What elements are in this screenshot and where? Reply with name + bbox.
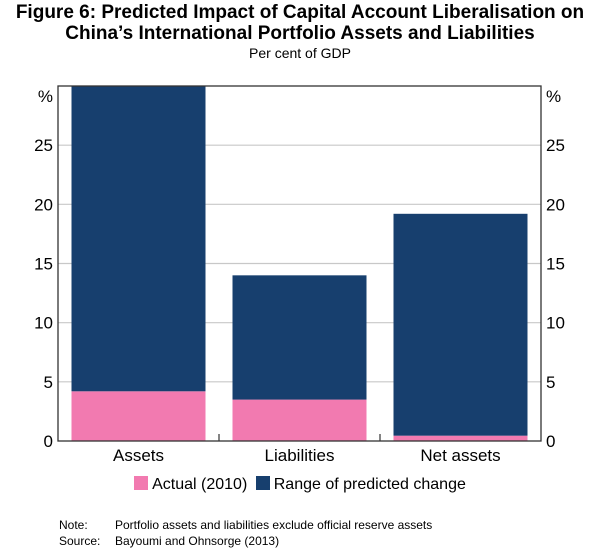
legend: Actual (2010) Range of predicted change bbox=[0, 476, 600, 494]
legend-swatch-actual bbox=[134, 476, 149, 490]
y-tick-label-left: 5 bbox=[44, 373, 53, 392]
y-unit-right: % bbox=[546, 87, 561, 106]
chart-title-line2: China’s International Portfolio Assets a… bbox=[65, 23, 535, 44]
y-tick-label-left: 15 bbox=[34, 255, 53, 274]
y-tick-label-right: 5 bbox=[546, 373, 555, 392]
bar-actual bbox=[71, 391, 206, 441]
bar-predicted-range bbox=[71, 86, 206, 392]
legend-label-actual: Actual (2010) bbox=[152, 476, 248, 493]
source-text: Bayoumi and Ohnsorge (2013) bbox=[115, 534, 280, 548]
y-tick-label-left: 20 bbox=[34, 195, 53, 214]
note-label: Note: bbox=[59, 518, 88, 532]
note-text: Portfolio assets and liabilities exclude… bbox=[115, 518, 433, 532]
y-tick-label-right: 25 bbox=[546, 136, 565, 155]
bar-actual bbox=[232, 399, 367, 441]
chart-title: Figure 6: Predicted Impact of Capital Ac… bbox=[15, 2, 585, 23]
x-tick-label: Net assets bbox=[420, 446, 500, 465]
y-unit-left: % bbox=[38, 87, 53, 106]
y-tick-label-left: 10 bbox=[34, 314, 53, 333]
legend-label-predicted: Range of predicted change bbox=[273, 476, 466, 493]
source-label: Source: bbox=[59, 534, 101, 548]
y-tick-label-right: 15 bbox=[546, 255, 565, 274]
chart-subtitle: Per cent of GDP bbox=[249, 45, 351, 61]
bar-predicted-range bbox=[393, 213, 528, 436]
x-tick-label: Liabilities bbox=[265, 446, 335, 465]
y-tick-label-left: 25 bbox=[34, 136, 53, 155]
x-tick-label: Assets bbox=[113, 446, 164, 465]
y-tick-label-left: 0 bbox=[44, 432, 53, 451]
y-tick-label-right: 0 bbox=[546, 432, 555, 451]
y-tick-label-right: 10 bbox=[546, 314, 565, 333]
plot-frame bbox=[57, 85, 542, 442]
footnotes: Note: Portfolio assets and liabilities ex… bbox=[59, 517, 432, 549]
bar-predicted-range bbox=[232, 275, 367, 400]
legend-swatch-predicted bbox=[255, 476, 270, 490]
bar-actual bbox=[393, 435, 528, 441]
y-tick-label-right: 20 bbox=[546, 195, 565, 214]
